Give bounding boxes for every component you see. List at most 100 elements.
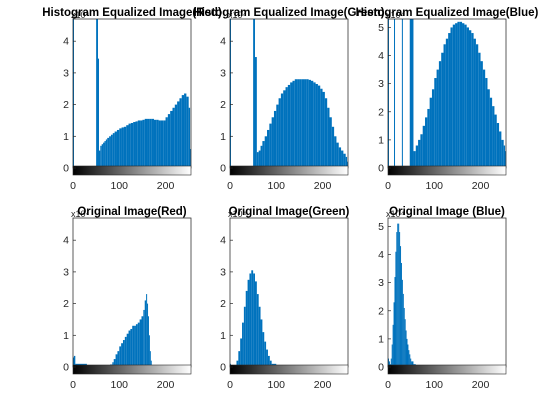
bar <box>101 144 104 168</box>
bars <box>388 223 426 367</box>
bar <box>273 110 277 168</box>
y-tick-label: 2 <box>63 298 69 310</box>
x-tick-label: 100 <box>268 180 286 192</box>
x-tick-label: 0 <box>227 180 233 192</box>
y-tick-label: 5 <box>378 22 384 34</box>
y-tick-label: 2 <box>378 106 384 118</box>
bar <box>117 351 120 367</box>
bar <box>405 330 407 367</box>
y-tick-label: 3 <box>63 266 69 278</box>
bars <box>388 19 506 168</box>
y-tick-label: 0 <box>378 362 384 374</box>
y-tick-label: 3 <box>220 266 226 278</box>
bar <box>448 33 451 168</box>
bar <box>468 30 472 168</box>
chart-title: Histogram Equalized Image(Green) <box>193 7 384 19</box>
bar <box>317 85 321 168</box>
bar <box>391 344 393 367</box>
bar <box>475 44 479 168</box>
colorbar <box>387 364 507 375</box>
colorbar <box>387 165 507 176</box>
bar <box>409 19 414 168</box>
bar <box>322 91 325 168</box>
bar <box>434 78 437 168</box>
bar <box>137 120 141 168</box>
y-exponent-label: x10⁴ <box>386 209 405 219</box>
bar <box>455 23 458 168</box>
bar <box>179 98 182 168</box>
bar <box>177 101 180 168</box>
bar <box>278 98 281 168</box>
bar <box>411 361 414 367</box>
bars <box>73 294 157 367</box>
x-tick-label: 0 <box>385 379 391 391</box>
chart-title: Original Image (Blue) <box>389 206 505 218</box>
bar <box>489 97 493 168</box>
x-tick-label: 200 <box>472 379 490 391</box>
bar <box>160 120 164 168</box>
x-tick-label: 200 <box>157 379 175 391</box>
bar <box>329 117 332 168</box>
bar <box>294 79 298 168</box>
bar <box>297 79 300 168</box>
bar <box>242 322 244 367</box>
y-exponent-label: x10⁴ <box>386 10 405 20</box>
bar <box>499 131 502 168</box>
bar <box>73 357 74 367</box>
bar <box>482 69 486 168</box>
bar <box>184 93 187 168</box>
bar <box>123 126 127 168</box>
bar <box>142 119 145 168</box>
bar <box>132 325 135 367</box>
bar <box>304 79 307 168</box>
bar <box>452 24 456 168</box>
y-tick-label: 1 <box>63 131 69 143</box>
bar <box>146 294 148 367</box>
bar <box>343 153 346 168</box>
bar <box>292 80 295 168</box>
bar <box>466 27 469 168</box>
bar <box>418 139 421 168</box>
bar <box>143 309 145 367</box>
bar <box>464 24 467 168</box>
bar <box>174 104 178 168</box>
bar <box>153 119 157 168</box>
bar <box>400 262 402 367</box>
bar <box>134 325 136 367</box>
bar <box>334 136 337 168</box>
y-tick-label: 0 <box>220 362 226 374</box>
bar <box>103 142 105 168</box>
bar <box>388 19 389 168</box>
y-tick-label: 1 <box>220 330 226 342</box>
bar <box>181 95 185 168</box>
bar <box>256 294 259 367</box>
x-tick-label: 200 <box>314 180 332 192</box>
bar <box>256 152 259 168</box>
bar <box>431 89 435 168</box>
bar <box>429 97 432 168</box>
bar <box>408 350 410 367</box>
bar <box>438 61 442 168</box>
bar <box>410 358 412 367</box>
bar <box>186 96 189 168</box>
bar <box>144 118 148 168</box>
bar <box>287 84 291 168</box>
bar <box>147 118 150 168</box>
bar <box>135 121 138 168</box>
bar <box>266 349 268 367</box>
bar <box>427 108 430 168</box>
bar <box>236 360 239 367</box>
bar <box>341 150 344 168</box>
bar <box>156 119 159 168</box>
bar <box>336 142 339 168</box>
bar <box>425 117 428 168</box>
bar <box>390 358 392 367</box>
bar <box>313 82 316 168</box>
x-tick-label: 200 <box>472 180 490 192</box>
y-tick-label: 4 <box>63 36 69 48</box>
bar <box>501 139 504 168</box>
bar <box>404 319 406 367</box>
bar <box>97 58 99 168</box>
